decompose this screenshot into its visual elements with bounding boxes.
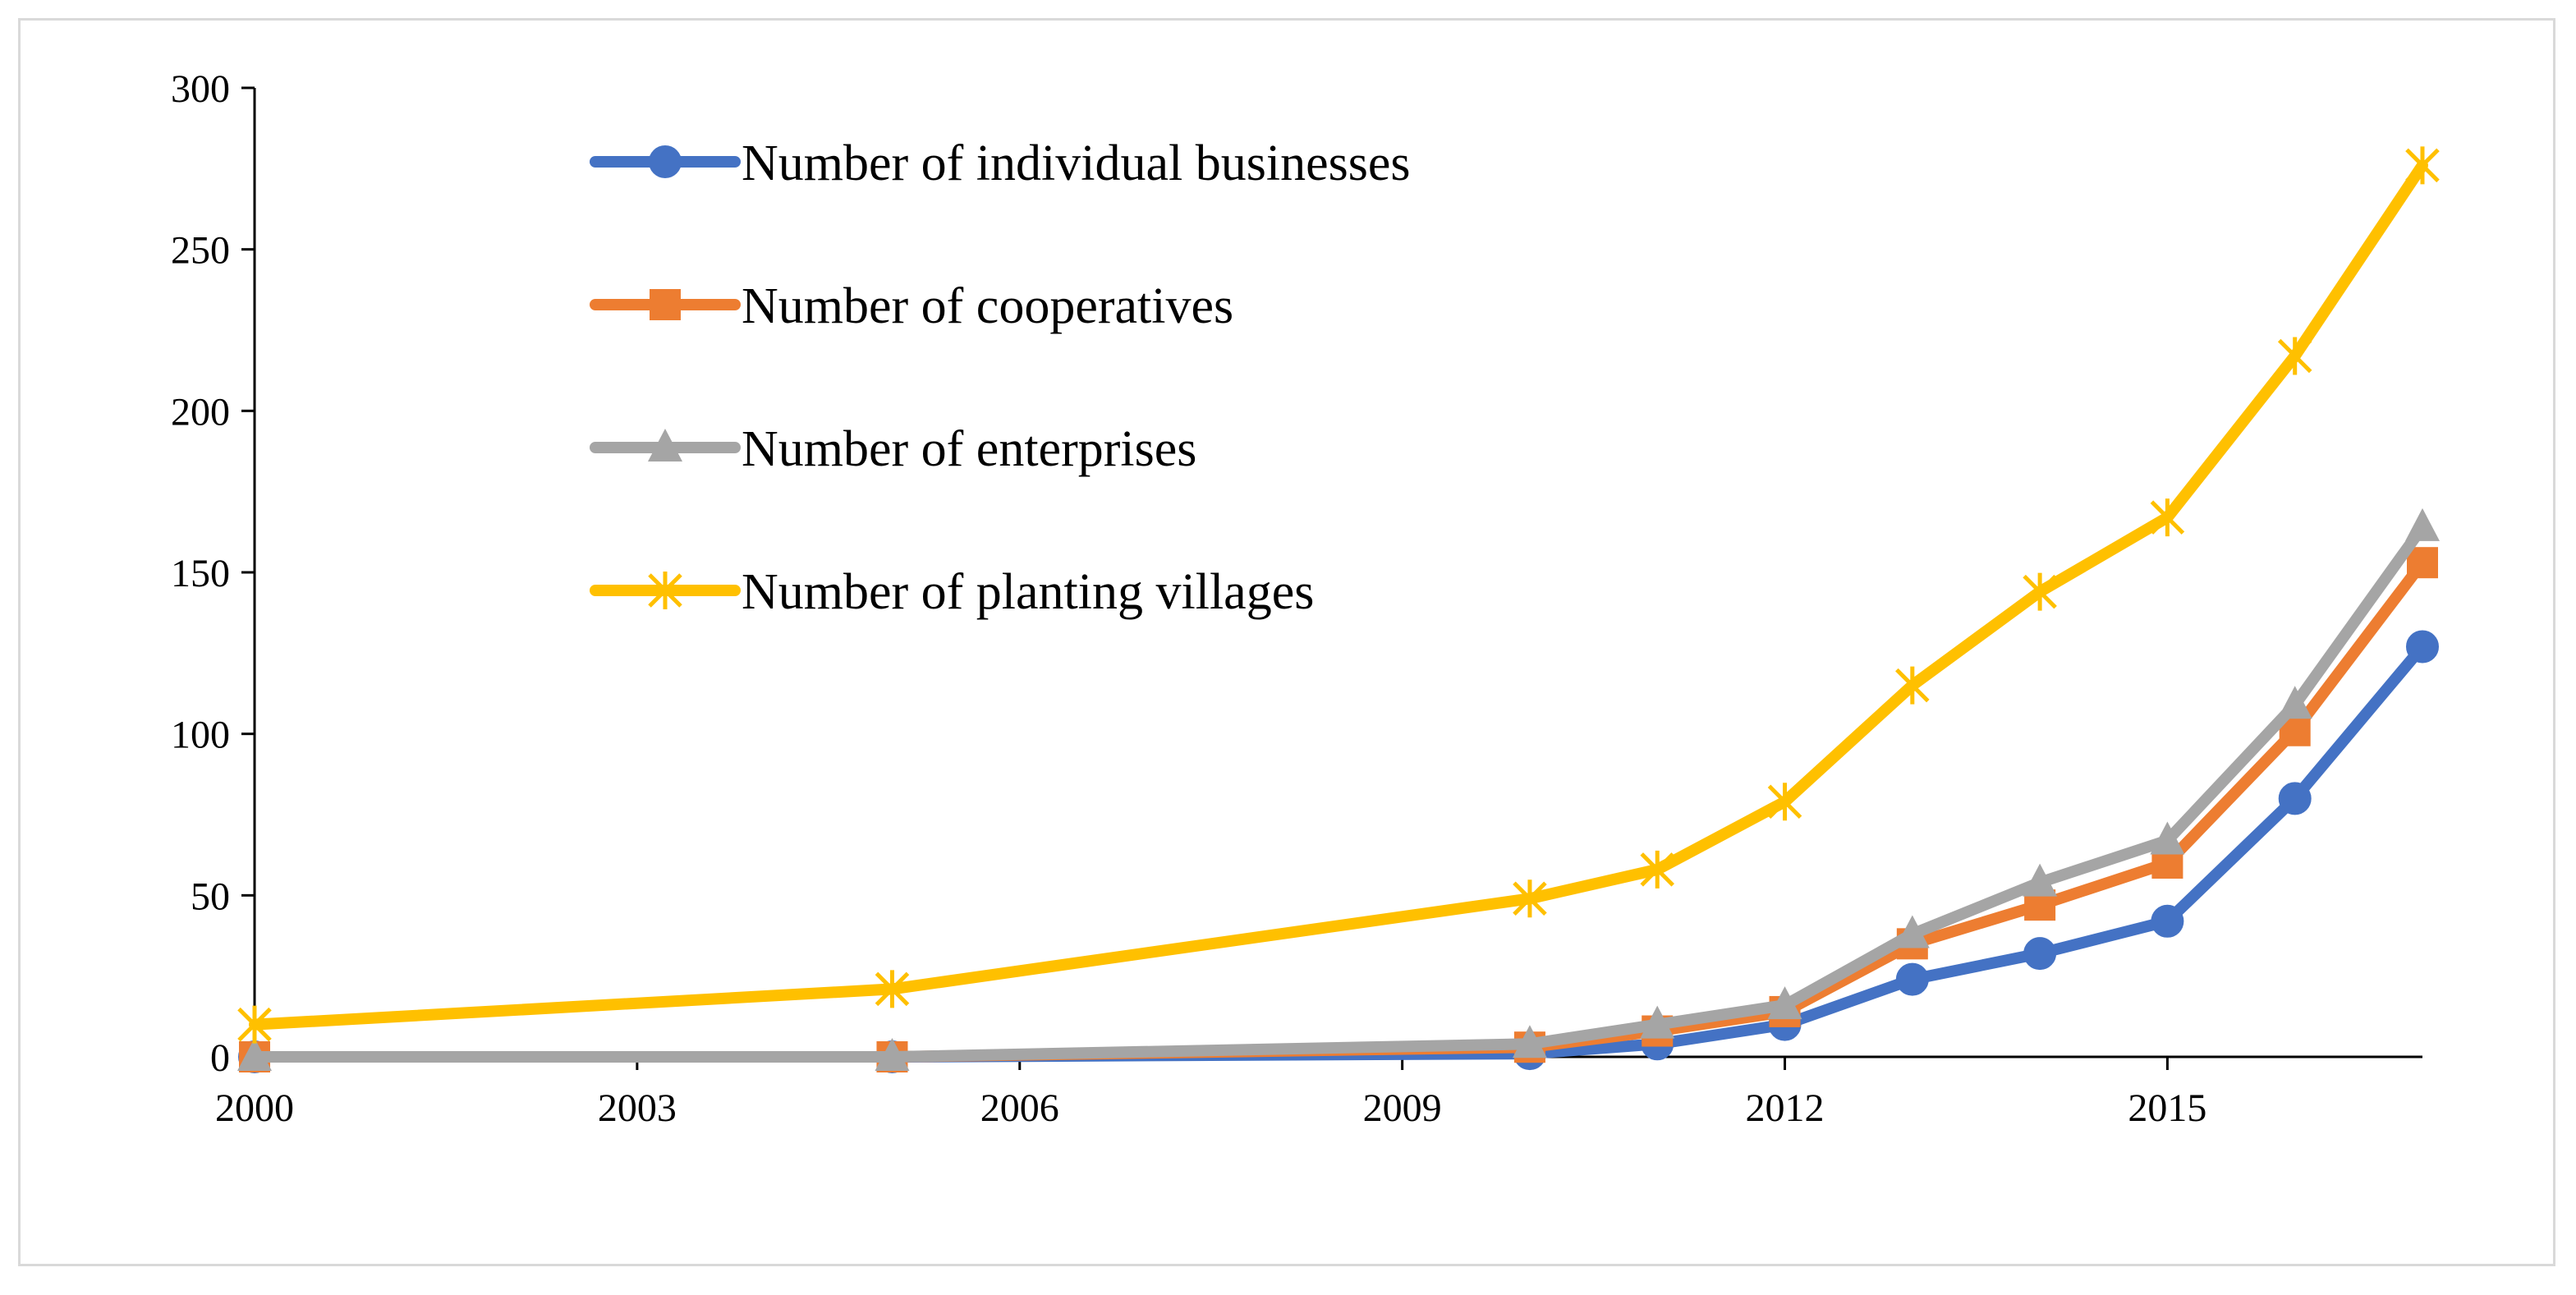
legend-label: Number of individual businesses (742, 135, 1411, 191)
data-point (2277, 337, 2312, 375)
series-number-of-planting-villages (237, 146, 2440, 1044)
y-tick-label: 100 (171, 714, 230, 757)
data-point (237, 1038, 272, 1071)
series-line (249, 521, 2428, 1063)
data-point (1767, 986, 1802, 1020)
x-tick-label: 2003 (598, 1086, 677, 1130)
x-tick-label: 2009 (1363, 1086, 1442, 1130)
data-point (1512, 1025, 1547, 1059)
data-point (1513, 879, 1547, 918)
x-tick-label: 2006 (980, 1086, 1059, 1130)
data-point (2150, 498, 2185, 537)
series-number-of-cooperatives (239, 547, 2438, 1072)
x-tick-label: 2000 (215, 1086, 294, 1130)
series-line (249, 557, 2428, 1063)
legend: Number of individual businesses Number of… (590, 135, 1411, 620)
x-tick-label: 2012 (1746, 1086, 1825, 1130)
data-point (237, 1005, 272, 1044)
axes: 0 50 100 150 200 250 300 2000 2003 2006 2009 2012 20… (171, 67, 2422, 1130)
legend-swatch-marker (648, 572, 682, 609)
y-tick-label: 250 (171, 229, 230, 273)
series-line (249, 641, 2428, 1063)
data-point (1894, 915, 1930, 948)
legend-swatch-marker (650, 289, 681, 320)
data-point (2405, 146, 2440, 185)
legend-item: Number of enterprises (590, 421, 1196, 477)
data-point (2278, 782, 2312, 815)
legend-item: Number of planting villages (590, 564, 1314, 620)
data-point (2150, 821, 2185, 855)
legend-label: Number of cooperatives (742, 278, 1233, 334)
y-tick-label: 300 (171, 67, 230, 111)
data-point (2023, 572, 2057, 611)
chart-frame: 0 50 100 150 200 250 300 2000 2003 2006 2009 2012 20… (18, 18, 2555, 1266)
x-tick-label: 2015 (2128, 1086, 2206, 1130)
data-point (1767, 783, 1802, 821)
line-chart: 0 50 100 150 200 250 300 2000 2003 2006 2009 2012 20… (171, 67, 2440, 1130)
legend-item: Number of cooperatives (590, 278, 1233, 334)
series-layer (237, 146, 2440, 1073)
y-tick-label: 50 (191, 875, 230, 918)
data-point (1895, 962, 1929, 996)
data-point (1640, 850, 1675, 889)
data-point (875, 970, 910, 1008)
series-line (249, 159, 2428, 1031)
data-point (1640, 1005, 1675, 1039)
data-point (1895, 666, 1930, 705)
data-point (2023, 863, 2058, 897)
legend-swatch-marker (648, 429, 682, 462)
data-point (2406, 630, 2439, 664)
y-tick-label: 0 (210, 1036, 230, 1080)
y-tick-label: 150 (171, 552, 230, 595)
data-point (2407, 547, 2438, 579)
data-point (2151, 904, 2184, 938)
y-tick-label: 200 (171, 390, 230, 434)
legend-swatch-marker (649, 145, 682, 178)
series-number-of-enterprises (237, 507, 2440, 1071)
legend-label: Number of enterprises (742, 421, 1196, 477)
data-point (875, 1038, 910, 1071)
data-point (2277, 686, 2312, 719)
legend-label: Number of planting villages (742, 564, 1314, 620)
data-point (2405, 507, 2440, 541)
legend-item: Number of individual businesses (590, 135, 1411, 191)
data-point (2023, 937, 2057, 971)
